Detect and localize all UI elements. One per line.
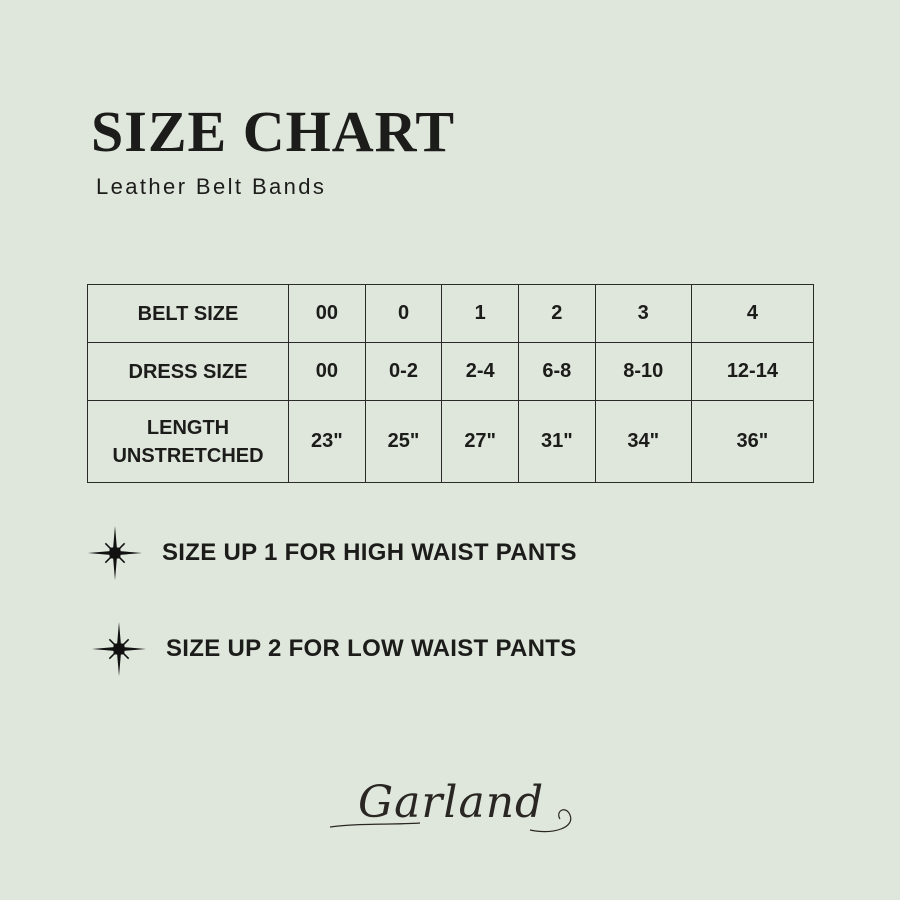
table-cell: 0-2 <box>364 342 443 401</box>
table-row: DRESS SIZE 00 0-2 2-4 6-8 8-10 12-14 <box>87 342 815 401</box>
table-cell: 3 <box>594 284 692 343</box>
table-cell: 27" <box>441 400 520 483</box>
sparkle-star-icon <box>91 621 147 677</box>
note-text: SIZE UP 2 FOR LOW WAIST PANTS <box>166 635 577 662</box>
table-cell: 31" <box>518 400 596 483</box>
page-title: SIZE CHART <box>91 99 456 164</box>
table-cell: 12-14 <box>690 342 815 401</box>
table-cell: 36" <box>690 400 815 483</box>
table-cell: 34" <box>594 400 692 483</box>
table-cell: 2-4 <box>441 342 520 401</box>
table-cell: 0 <box>364 284 443 343</box>
size-chart-table: BELT SIZE 00 0 1 2 3 4 DRESS SIZE 00 0-2… <box>87 284 815 483</box>
note-high-waist: SIZE UP 1 FOR HIGH WAIST PANTS <box>86 524 577 582</box>
logo-flourish <box>330 809 572 833</box>
sparkle-star-icon <box>87 525 143 581</box>
table-cell: 00 <box>288 284 366 343</box>
note-low-waist: SIZE UP 2 FOR LOW WAIST PANTS <box>90 620 577 678</box>
table-cell: 25" <box>364 400 443 483</box>
table-cell: 2 <box>518 284 596 343</box>
table-row: LENGTH UNSTRETCHED 23" 25" 27" 31" 34" 3… <box>87 400 815 483</box>
table-cell: 1 <box>441 284 520 343</box>
table-row: BELT SIZE 00 0 1 2 3 4 <box>87 284 815 343</box>
table-cell: 4 <box>690 284 815 343</box>
table-cell: 00 <box>288 342 366 401</box>
page-subtitle: Leather Belt Bands <box>96 174 327 199</box>
table-cell: 6-8 <box>518 342 596 401</box>
row-header: LENGTH UNSTRETCHED <box>87 400 289 483</box>
garland-logo: Garland <box>330 775 580 845</box>
table-cell: 23" <box>288 400 366 483</box>
row-header: BELT SIZE <box>87 284 289 343</box>
note-text: SIZE UP 1 FOR HIGH WAIST PANTS <box>162 539 577 566</box>
row-header: DRESS SIZE <box>87 342 289 401</box>
table-cell: 8-10 <box>594 342 692 401</box>
logo-text: Garland <box>358 777 545 828</box>
